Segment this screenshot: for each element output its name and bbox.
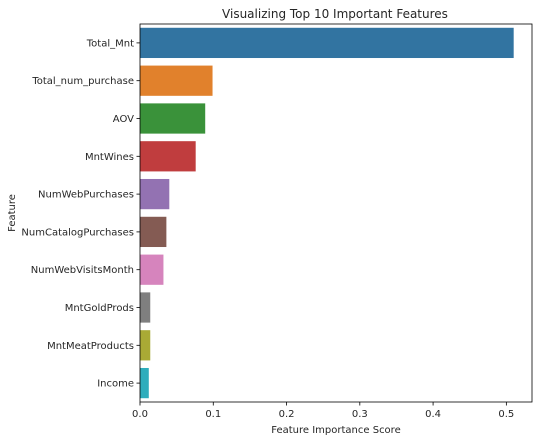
- y-axis-label: Feature: [7, 194, 18, 232]
- x-axis-ticks: 0.0 0.1 0.2 0.3 0.4 0.5: [132, 402, 514, 420]
- y-tick-label-total-mnt: Total_Mnt: [86, 38, 134, 49]
- y-tick-label-numwebvisitsmonth: NumWebVisitsMonth: [31, 265, 134, 276]
- x-tick-label: 0.3: [352, 409, 368, 420]
- bar-mntmeatproducts: [140, 330, 150, 360]
- y-tick-label-aov: AOV: [113, 114, 134, 125]
- y-tick-label-mntgoldprods: MntGoldProds: [65, 303, 134, 314]
- y-tick-label-mntwines: MntWines: [85, 152, 134, 163]
- bar-numcatalogpurchases: [140, 217, 166, 247]
- y-tick-label-numcatalogpurchases: NumCatalogPurchases: [21, 227, 134, 238]
- y-tick-label-total-num-purchase: Total_num_purchase: [31, 76, 134, 87]
- bar-income: [140, 368, 149, 398]
- bars-layer: [140, 28, 514, 398]
- x-tick-label: 0.5: [498, 409, 514, 420]
- x-tick-label: 0.0: [132, 409, 148, 420]
- bar-numwebvisitsmonth: [140, 255, 163, 285]
- bar-total-mnt: [140, 28, 514, 58]
- x-axis-label: Feature Importance Score: [271, 425, 400, 436]
- x-tick-label: 0.1: [205, 409, 221, 420]
- bar-mntgoldprods: [140, 292, 150, 322]
- x-tick-label: 0.2: [279, 409, 295, 420]
- bar-mntwines: [140, 141, 196, 171]
- y-tick-label-mntmeatproducts: MntMeatProducts: [47, 341, 134, 352]
- bar-numwebpurchases: [140, 179, 169, 209]
- bar-total-num-purchase: [140, 66, 213, 96]
- chart-title: Visualizing Top 10 Important Features: [222, 7, 448, 21]
- y-tick-label-numwebpurchases: NumWebPurchases: [38, 190, 134, 201]
- y-tick-label-income: Income: [97, 379, 134, 390]
- y-axis-ticks: Total_Mnt Total_num_purchase AOV MntWines Nu…: [21, 38, 140, 389]
- bar-aov: [140, 103, 205, 133]
- x-tick-label: 0.4: [425, 409, 441, 420]
